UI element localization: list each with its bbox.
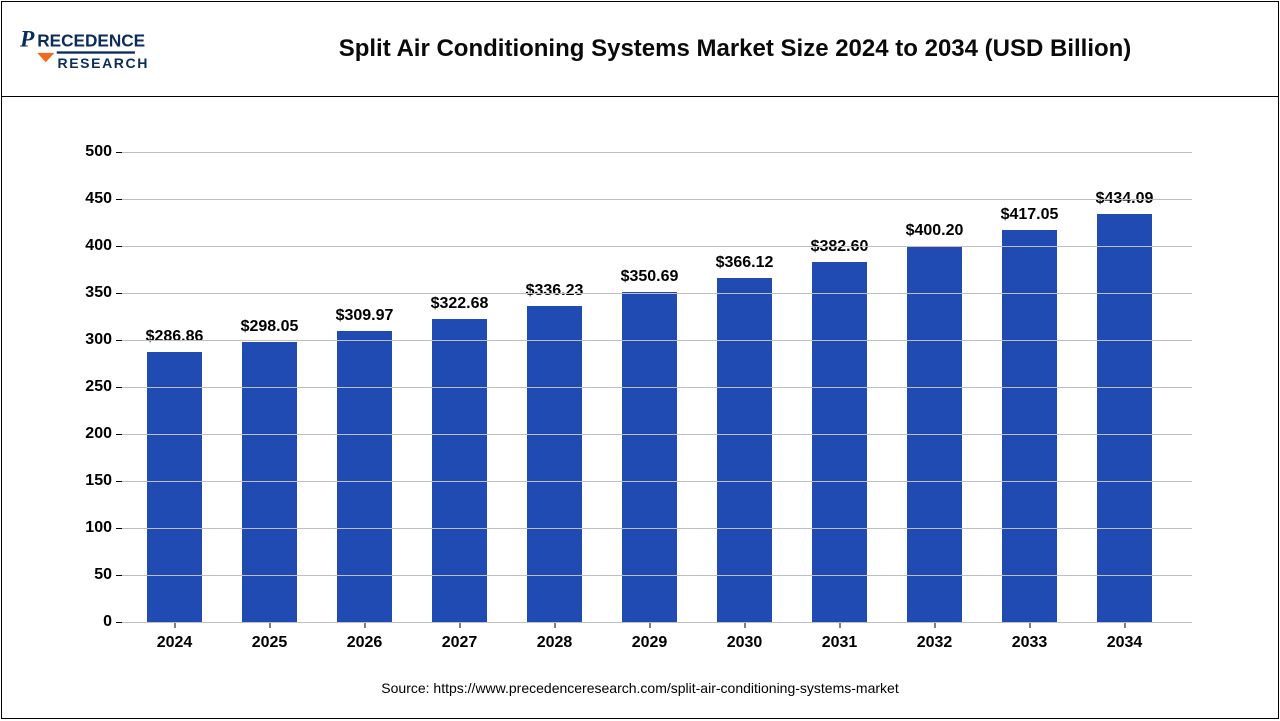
gridline (122, 340, 1192, 341)
y-tick-label: 350 (85, 284, 122, 302)
x-tick-label: 2026 (347, 634, 383, 652)
y-tick-label: 400 (85, 237, 122, 255)
bar: $417.05 (1002, 230, 1057, 622)
bar-value-label: $322.68 (431, 295, 489, 313)
chart-title: Split Air Conditioning Systems Market Si… (339, 35, 1132, 63)
x-tick-label: 2032 (917, 634, 953, 652)
x-tick-label: 2034 (1107, 634, 1143, 652)
source-prefix: Source: (381, 680, 433, 696)
gridline (122, 152, 1192, 153)
gridline (122, 575, 1192, 576)
x-tick-label: 2033 (1012, 634, 1048, 652)
header-row: P RECEDENCE RESEARCH Split Air Condition… (2, 2, 1278, 97)
bar-value-label: $309.97 (336, 307, 394, 325)
y-tick-label: 200 (85, 425, 122, 443)
bar-value-label: $286.86 (146, 328, 204, 346)
bar-value-label: $382.60 (811, 238, 869, 256)
y-tick-label: 250 (85, 378, 122, 396)
x-tick-label: 2027 (442, 634, 478, 652)
chart-area: $286.86 2024 $298.05 2025 $309.97 2026 $322.68… (2, 97, 1278, 718)
gridline (122, 622, 1192, 623)
y-tick-label: 450 (85, 190, 122, 208)
bar-value-label: $417.05 (1001, 206, 1059, 224)
source-url: https://www.precedenceresearch.com/split… (433, 680, 898, 696)
bar: $382.60 (812, 262, 867, 622)
bar: $366.12 (717, 278, 772, 622)
gridline (122, 293, 1192, 294)
logo-top-text: RECEDENCE (37, 31, 145, 51)
x-tick-label: 2029 (632, 634, 668, 652)
bar-value-label: $336.23 (526, 282, 584, 300)
bar: $309.97 (337, 331, 392, 622)
source-note: Source: https://www.precedenceresearch.c… (2, 680, 1278, 696)
gridline (122, 434, 1192, 435)
y-tick-label: 500 (85, 143, 122, 161)
gridline (122, 481, 1192, 482)
bar: $434.09 (1097, 214, 1152, 622)
bar: $286.86 (147, 352, 202, 622)
x-tick-label: 2024 (157, 634, 193, 652)
x-tick-label: 2031 (822, 634, 858, 652)
x-tick-label: 2028 (537, 634, 573, 652)
gridline (122, 528, 1192, 529)
bar-value-label: $400.20 (906, 222, 964, 240)
title-cell: Split Air Conditioning Systems Market Si… (192, 2, 1278, 96)
gridline (122, 246, 1192, 247)
chart-frame: P RECEDENCE RESEARCH Split Air Condition… (1, 1, 1279, 719)
bar: $322.68 (432, 319, 487, 622)
y-tick-label: 0 (103, 613, 122, 631)
bar: $350.69 (622, 292, 677, 622)
y-tick-label: 100 (85, 519, 122, 537)
x-tick-label: 2030 (727, 634, 763, 652)
gridline (122, 387, 1192, 388)
y-tick-label: 50 (94, 566, 122, 584)
logo-bottom-text: RESEARCH (58, 55, 149, 71)
bar-value-label: $366.12 (716, 254, 774, 272)
svg-text:P: P (20, 27, 35, 53)
bar-value-label: $350.69 (621, 268, 679, 286)
x-tick-label: 2025 (252, 634, 288, 652)
bar-value-label: $298.05 (241, 318, 299, 336)
logo: P RECEDENCE RESEARCH (2, 2, 192, 96)
y-tick-label: 300 (85, 331, 122, 349)
precedence-logo-icon: P RECEDENCE RESEARCH (20, 23, 192, 75)
y-tick-label: 150 (85, 472, 122, 490)
plot-region: $286.862024$298.052025$309.972026$322.68… (122, 152, 1192, 622)
gridline (122, 199, 1192, 200)
